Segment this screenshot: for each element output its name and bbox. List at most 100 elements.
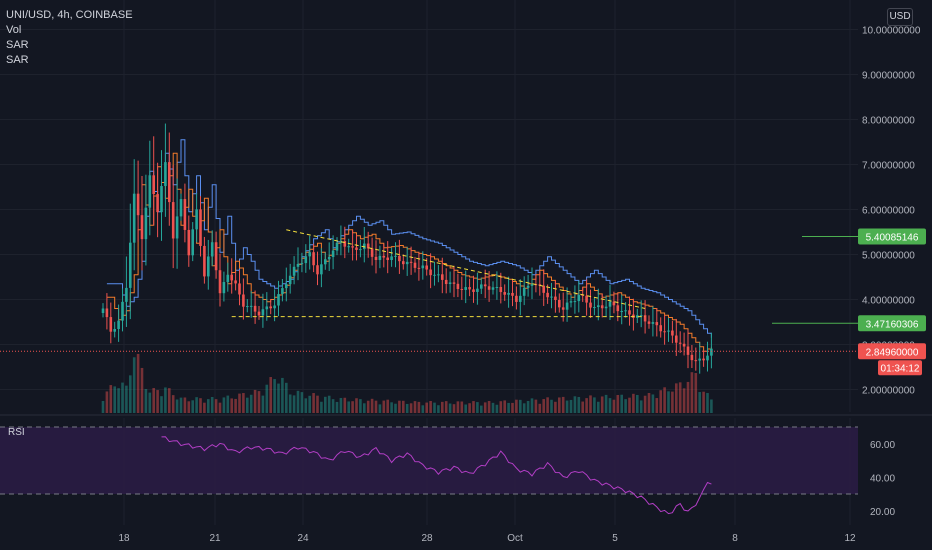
candle (448, 282, 452, 285)
candle (593, 307, 596, 309)
candle (109, 317, 113, 332)
candle (565, 302, 569, 310)
rsi-tick-label: 40.00 (870, 473, 895, 484)
volume-bar (519, 399, 522, 413)
volume-bar (600, 396, 604, 413)
price-axis[interactable]: 10.00000000 9.00000000 8.00000000 7.0000000… (862, 26, 921, 397)
volume-bar (433, 402, 436, 413)
volume-bar (148, 392, 152, 413)
volume-bar (686, 381, 690, 413)
volume-bar (210, 397, 214, 413)
candle (507, 292, 510, 295)
volume-bar (164, 387, 167, 413)
trendline[interactable] (286, 229, 646, 309)
volume-bar (394, 403, 397, 413)
candle (694, 360, 698, 362)
volume-bar (483, 402, 487, 413)
resistance-price-badge-bg (858, 228, 926, 245)
volume-bar (129, 375, 132, 413)
rsi-tick-label: 20.00 (870, 507, 895, 518)
candle (210, 242, 214, 257)
candle (706, 355, 709, 361)
candle (600, 305, 604, 309)
candle (148, 175, 152, 208)
candle (347, 246, 350, 248)
resistance-price-badge[interactable]: 5.40085146 (858, 228, 926, 245)
candle (671, 330, 674, 336)
candle (581, 294, 584, 296)
candle (277, 294, 280, 306)
volume-bar (187, 401, 191, 413)
price-tick-label: 9.00000000 (862, 71, 915, 82)
candle (374, 256, 378, 261)
candle (409, 261, 413, 263)
volume-bar (359, 399, 362, 413)
last-price-badge[interactable]: 2.84960000 (858, 343, 926, 360)
candle (468, 287, 471, 290)
countdown-bg (878, 360, 922, 376)
candle (171, 202, 175, 239)
candle (199, 209, 202, 246)
time-tick-label: 12 (844, 533, 856, 544)
candle (355, 247, 358, 250)
candle (495, 286, 499, 288)
rsi-line (161, 436, 712, 515)
rsi-band (0, 427, 858, 494)
volume-bar (604, 394, 608, 413)
candle (136, 193, 140, 216)
candle (242, 294, 245, 307)
candle (612, 301, 616, 306)
candle (663, 331, 666, 333)
volume-bar (355, 398, 358, 413)
trendlines (231, 229, 646, 318)
candle (405, 261, 409, 265)
candle (320, 264, 323, 275)
volume-bar (425, 402, 428, 413)
volume-bar (444, 401, 448, 413)
volume-bar (643, 395, 647, 413)
volume-bar (175, 399, 179, 413)
indicator-sar-label[interactable]: SAR (6, 39, 29, 51)
candle (296, 263, 300, 267)
price-tick-label: 2.00000000 (862, 386, 915, 397)
volume-bar (554, 401, 557, 413)
volume-bar (452, 404, 456, 413)
candle (522, 287, 526, 296)
volume-bar (647, 393, 651, 413)
time-axis[interactable]: 18 21 24 28 Oct 5 8 12 (118, 533, 856, 544)
indicator-vol-label[interactable]: Vol (6, 24, 22, 36)
volume-bar (398, 400, 401, 413)
volume-bar (608, 398, 612, 413)
volume-bar (526, 400, 530, 413)
volume-bar (101, 401, 105, 413)
volume-bar (390, 402, 393, 413)
candle (308, 252, 311, 257)
candle (164, 162, 167, 187)
volume-bar (203, 402, 206, 413)
candle (511, 292, 514, 296)
candle (437, 274, 440, 276)
volume-bar (675, 383, 678, 413)
indicator-sar-label-2[interactable]: SAR (6, 54, 29, 66)
candle (690, 354, 694, 361)
currency-button[interactable]: USD (887, 8, 913, 26)
volume-bar (386, 399, 389, 413)
volume-bar (405, 403, 409, 413)
candle (203, 245, 206, 277)
volume-bar (558, 397, 561, 413)
volume-bar (409, 403, 413, 413)
volume-bar (316, 395, 319, 413)
support-price-badge[interactable]: 3.47160306 (858, 315, 926, 332)
volume-bar (659, 390, 662, 413)
candle (675, 335, 678, 343)
candle (257, 311, 261, 316)
candle (425, 265, 428, 270)
volume-bar (491, 402, 495, 413)
symbol-title[interactable]: UNI/USD, 4h, COINBASE (6, 9, 133, 21)
candle (129, 242, 132, 288)
candle (530, 284, 534, 286)
candle (168, 162, 171, 203)
candle (304, 256, 308, 264)
volume-bar (304, 398, 308, 413)
